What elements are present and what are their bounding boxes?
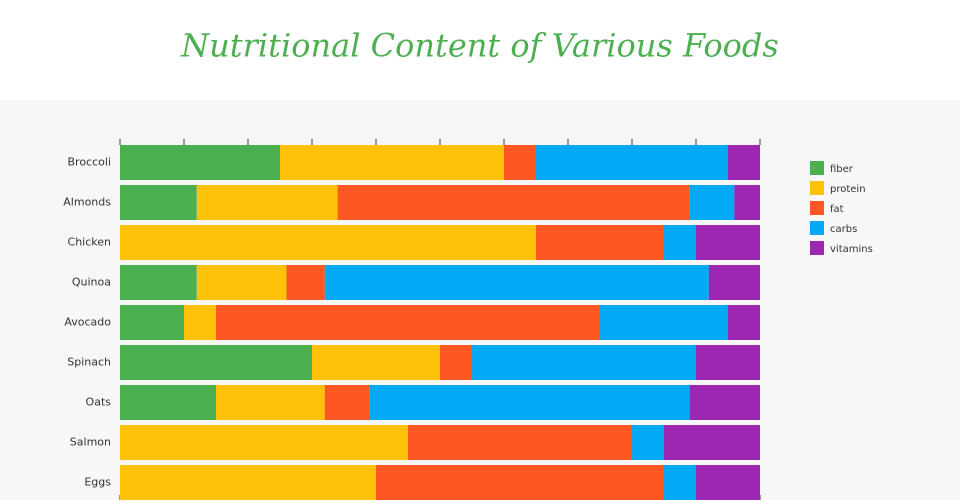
bar-segment xyxy=(120,385,216,420)
legend-label: fiber xyxy=(830,164,854,175)
bar-segment xyxy=(120,305,184,340)
bar-segment xyxy=(728,305,760,340)
y-tick-label: Chicken xyxy=(68,236,112,249)
legend-label: carbs xyxy=(830,224,857,235)
bar-segment xyxy=(280,145,504,180)
y-tick-label: Almonds xyxy=(63,196,111,209)
bar-segment xyxy=(696,225,760,260)
legend-label: fat xyxy=(830,204,844,215)
bar-segment xyxy=(536,145,728,180)
bar-segment xyxy=(504,145,536,180)
legend-swatch xyxy=(810,201,824,215)
y-tick-label: Oats xyxy=(86,396,112,409)
bar-segment xyxy=(664,225,696,260)
bar-segment xyxy=(120,425,408,460)
bar-segment xyxy=(664,465,696,500)
bar-segment xyxy=(689,385,760,420)
legend-swatch xyxy=(810,181,824,195)
y-tick-label: Broccoli xyxy=(68,156,112,169)
bar-segment xyxy=(536,225,664,260)
bar-segment xyxy=(600,305,728,340)
bar-segment xyxy=(472,345,696,380)
bar-segment xyxy=(408,425,632,460)
bar-segment xyxy=(120,185,197,220)
bar-segment xyxy=(120,345,312,380)
bar-segment xyxy=(286,265,325,300)
bar-segment xyxy=(440,345,472,380)
bar-segment xyxy=(324,385,370,420)
bar-segment xyxy=(120,265,197,300)
bar-segment xyxy=(312,345,440,380)
bar-segment xyxy=(696,465,760,500)
bar-segment xyxy=(728,145,760,180)
y-tick-label: Quinoa xyxy=(72,276,111,289)
bar-segment xyxy=(120,145,280,180)
bar-segment xyxy=(196,265,287,300)
chart-title: Nutritional Content of Various Foods xyxy=(180,27,779,65)
legend-label: vitamins xyxy=(830,244,873,255)
legend-swatch xyxy=(810,241,824,255)
bar-segment xyxy=(664,425,760,460)
bar-segment xyxy=(120,465,376,500)
y-tick-label: Avocado xyxy=(64,316,111,329)
bar-segment xyxy=(216,385,325,420)
legend-swatch xyxy=(810,221,824,235)
bar-segment xyxy=(337,185,690,220)
bar-segment xyxy=(734,185,760,220)
bar-segment xyxy=(196,185,338,220)
bar-segment xyxy=(632,425,664,460)
bar-segment xyxy=(216,305,600,340)
bar-segment xyxy=(324,265,709,300)
legend-label: protein xyxy=(830,184,866,195)
bar-segment xyxy=(184,305,216,340)
header-background xyxy=(0,0,960,100)
legend-swatch xyxy=(810,161,824,175)
y-tick-label: Spinach xyxy=(67,356,111,369)
y-tick-label: Eggs xyxy=(84,476,111,489)
bar-segment xyxy=(376,465,664,500)
bar-segment xyxy=(696,345,760,380)
bar-segment xyxy=(689,185,735,220)
bar-segment xyxy=(708,265,760,300)
bar-segment xyxy=(120,225,536,260)
y-tick-label: Salmon xyxy=(70,436,111,449)
bar-segment xyxy=(369,385,690,420)
